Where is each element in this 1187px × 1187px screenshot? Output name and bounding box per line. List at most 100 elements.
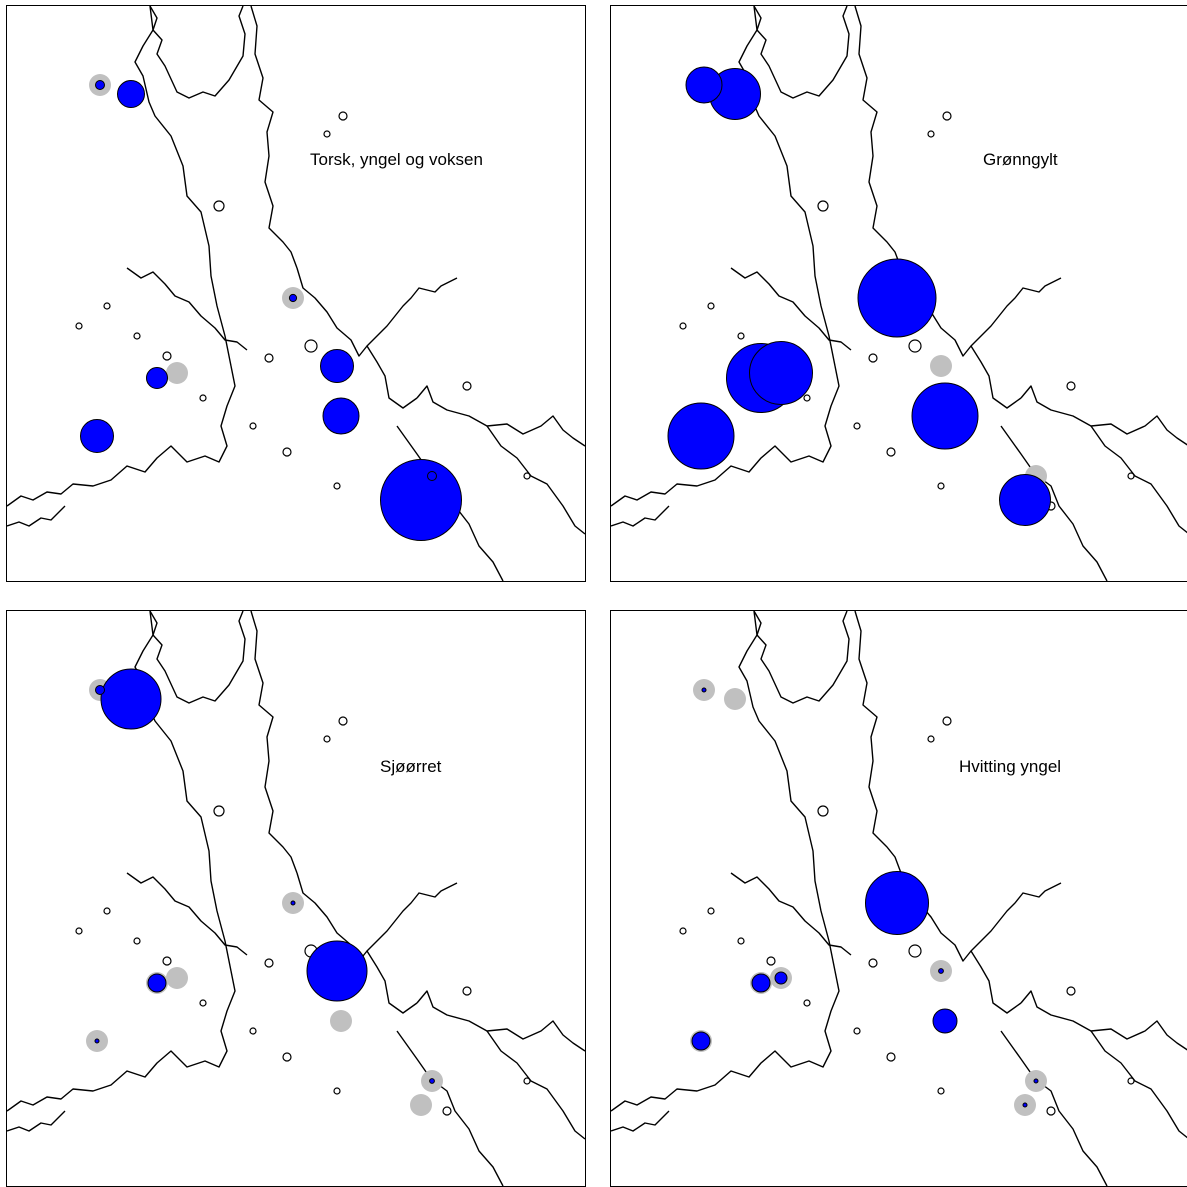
coastline-6 — [7, 970, 236, 1112]
island-15 — [937, 1087, 945, 1095]
island-11 — [766, 956, 776, 966]
coastline-9 — [1000, 1030, 1108, 1186]
island-14 — [282, 1052, 292, 1062]
coastline-4 — [970, 882, 1062, 952]
island-1 — [927, 735, 935, 743]
island-12 — [803, 999, 811, 1007]
island-10 — [737, 332, 745, 340]
coastline-2 — [296, 267, 418, 409]
island-1 — [927, 130, 935, 138]
station-mark-B — [724, 688, 746, 710]
island-4 — [264, 958, 274, 968]
coastline-4 — [970, 277, 1062, 347]
island-15 — [937, 482, 945, 490]
map-canvas — [7, 611, 585, 1186]
island-10 — [133, 332, 141, 340]
island-13 — [853, 1027, 861, 1035]
island-13 — [249, 1027, 257, 1035]
island-0 — [942, 716, 952, 726]
coastline-1 — [250, 6, 298, 269]
island-10 — [133, 937, 141, 945]
catch-circle-H — [911, 382, 979, 450]
coastline-6 — [611, 365, 840, 507]
station-mark-D — [166, 967, 188, 989]
station-mark-G — [930, 355, 952, 377]
island-11 — [162, 956, 172, 966]
island-12 — [199, 999, 207, 1007]
coastline-1 — [854, 611, 902, 874]
island-3 — [908, 944, 922, 958]
island-2 — [213, 805, 225, 817]
catch-circle-A — [701, 687, 707, 693]
island-8 — [1127, 472, 1135, 480]
island-6 — [75, 322, 83, 330]
coastline-3 — [1020, 990, 1187, 1051]
island-14 — [886, 1052, 896, 1062]
coastline-3 — [416, 385, 585, 447]
panel-title: Torsk, yngel og voksen — [310, 150, 483, 169]
island-3 — [908, 339, 922, 353]
catch-circle-C — [667, 402, 735, 470]
coastline-5 — [134, 6, 232, 367]
island-13 — [249, 422, 257, 430]
catch-circle-I — [1033, 1078, 1039, 1084]
map-panel-sjoorret: Sjøørret — [6, 610, 586, 1187]
catch-circle-C — [94, 1038, 100, 1044]
island-0 — [338, 716, 348, 726]
island-7 — [1066, 986, 1076, 996]
coastline-1 — [854, 6, 902, 269]
catch-circle-B — [100, 668, 162, 730]
coastline-10 — [486, 425, 585, 535]
island-8 — [523, 1077, 531, 1085]
catch-circle-B — [117, 80, 145, 108]
coastline-10 — [1090, 425, 1187, 534]
island-0 — [942, 111, 952, 121]
island-10 — [737, 937, 745, 945]
island-14 — [886, 447, 896, 457]
map-panel-hvitting: Hvitting yngel — [610, 610, 1187, 1187]
catch-circle-E — [751, 973, 771, 993]
station-mark-H — [330, 1010, 352, 1032]
catch-circle-F — [865, 871, 929, 935]
island-9 — [442, 1106, 452, 1116]
coastline-10 — [486, 1030, 585, 1140]
map-canvas — [611, 611, 1187, 1186]
coastline-0 — [753, 611, 850, 704]
island-1 — [323, 130, 331, 138]
coastline-7 — [126, 267, 248, 351]
island-2 — [817, 200, 829, 212]
catch-circle-I — [427, 471, 437, 481]
island-12 — [803, 394, 811, 402]
station-mark-J — [410, 1094, 432, 1116]
panel-title: Sjøørret — [380, 757, 442, 776]
island-4 — [264, 353, 274, 363]
island-0 — [338, 111, 348, 121]
coastline-7 — [730, 872, 852, 956]
island-4 — [868, 958, 878, 968]
island-2 — [213, 200, 225, 212]
coastline-8 — [7, 505, 66, 527]
island-8 — [523, 472, 531, 480]
island-4 — [868, 353, 878, 363]
coastline-8 — [611, 1110, 670, 1132]
island-2 — [817, 805, 829, 817]
coastline-1 — [250, 611, 298, 874]
island-12 — [199, 394, 207, 402]
island-6 — [75, 927, 83, 935]
station-mark-D — [166, 362, 188, 384]
catch-circle-G — [320, 349, 354, 383]
coastline-0 — [149, 611, 246, 704]
catch-circle-G — [938, 968, 944, 974]
island-15 — [333, 482, 341, 490]
coastline-3 — [416, 990, 585, 1052]
panel-title: Hvitting yngel — [959, 757, 1062, 776]
coastline-4 — [366, 882, 458, 952]
map-canvas — [611, 6, 1187, 581]
catch-circle-E — [146, 367, 168, 389]
catch-circle-J — [1022, 1102, 1028, 1108]
coastline-8 — [7, 1110, 66, 1132]
coastline-0 — [149, 6, 246, 99]
catch-circle-C — [691, 1031, 711, 1051]
island-5 — [103, 907, 111, 915]
catch-circle-F — [857, 258, 937, 338]
